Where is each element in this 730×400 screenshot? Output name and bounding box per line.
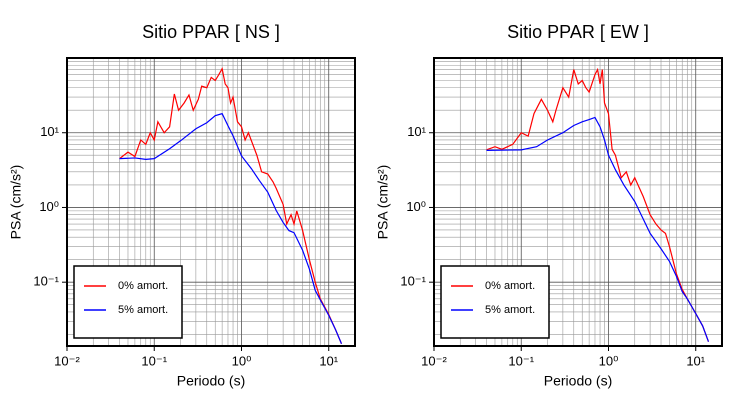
data-line bbox=[119, 66, 343, 344]
chart-title: Sitio PPAR [ NS ] bbox=[142, 22, 280, 42]
y-tick-label: 10⁻¹ bbox=[33, 274, 59, 289]
y-tick-label: 10¹ bbox=[407, 124, 426, 139]
x-tick-label: 10⁰ bbox=[599, 353, 619, 368]
legend-label: 0% amort. bbox=[485, 280, 535, 292]
data-line bbox=[486, 116, 710, 342]
x-tick-label: 10⁻² bbox=[421, 353, 447, 368]
y-axis-label: PSA (cm/s²) bbox=[8, 165, 24, 240]
plot-frame bbox=[433, 57, 723, 347]
x-tick-label: 10¹ bbox=[686, 353, 705, 368]
y-tick-label: 10⁰ bbox=[39, 199, 59, 214]
panel: Sitio PPAR [ EW ] 10⁻² 10⁻¹ 10⁰ 10¹ 10⁻¹ 10⁰ 10… bbox=[375, 22, 723, 389]
x-axis-label: Periodo (s) bbox=[544, 373, 612, 389]
chart-title: Sitio PPAR [ EW ] bbox=[507, 22, 649, 42]
plot-frame bbox=[66, 57, 356, 347]
legend-box bbox=[440, 265, 550, 339]
data-line bbox=[486, 67, 710, 342]
legend-label: 5% amort. bbox=[118, 304, 168, 316]
x-tick-label: 10⁰ bbox=[232, 353, 252, 368]
legend-box bbox=[73, 265, 183, 339]
data-line bbox=[119, 112, 343, 344]
legend-label: 5% amort. bbox=[485, 304, 535, 316]
y-axis-label: PSA (cm/s²) bbox=[375, 165, 391, 240]
x-tick-label: 10¹ bbox=[319, 353, 338, 368]
x-tick-label: 10⁻² bbox=[54, 353, 80, 368]
y-tick-label: 10⁰ bbox=[406, 199, 426, 214]
panel: Sitio PPAR [ NS ] 10⁻² 10⁻¹ 10⁰ 10¹ 10⁻¹ 10⁰ 10… bbox=[8, 22, 356, 389]
y-tick-label: 10⁻¹ bbox=[400, 274, 426, 289]
y-tick-label: 10¹ bbox=[40, 124, 59, 139]
legend-label: 0% amort. bbox=[118, 280, 168, 292]
x-tick-label: 10⁻¹ bbox=[141, 353, 167, 368]
x-axis-label: Periodo (s) bbox=[177, 373, 245, 389]
x-tick-label: 10⁻¹ bbox=[508, 353, 534, 368]
